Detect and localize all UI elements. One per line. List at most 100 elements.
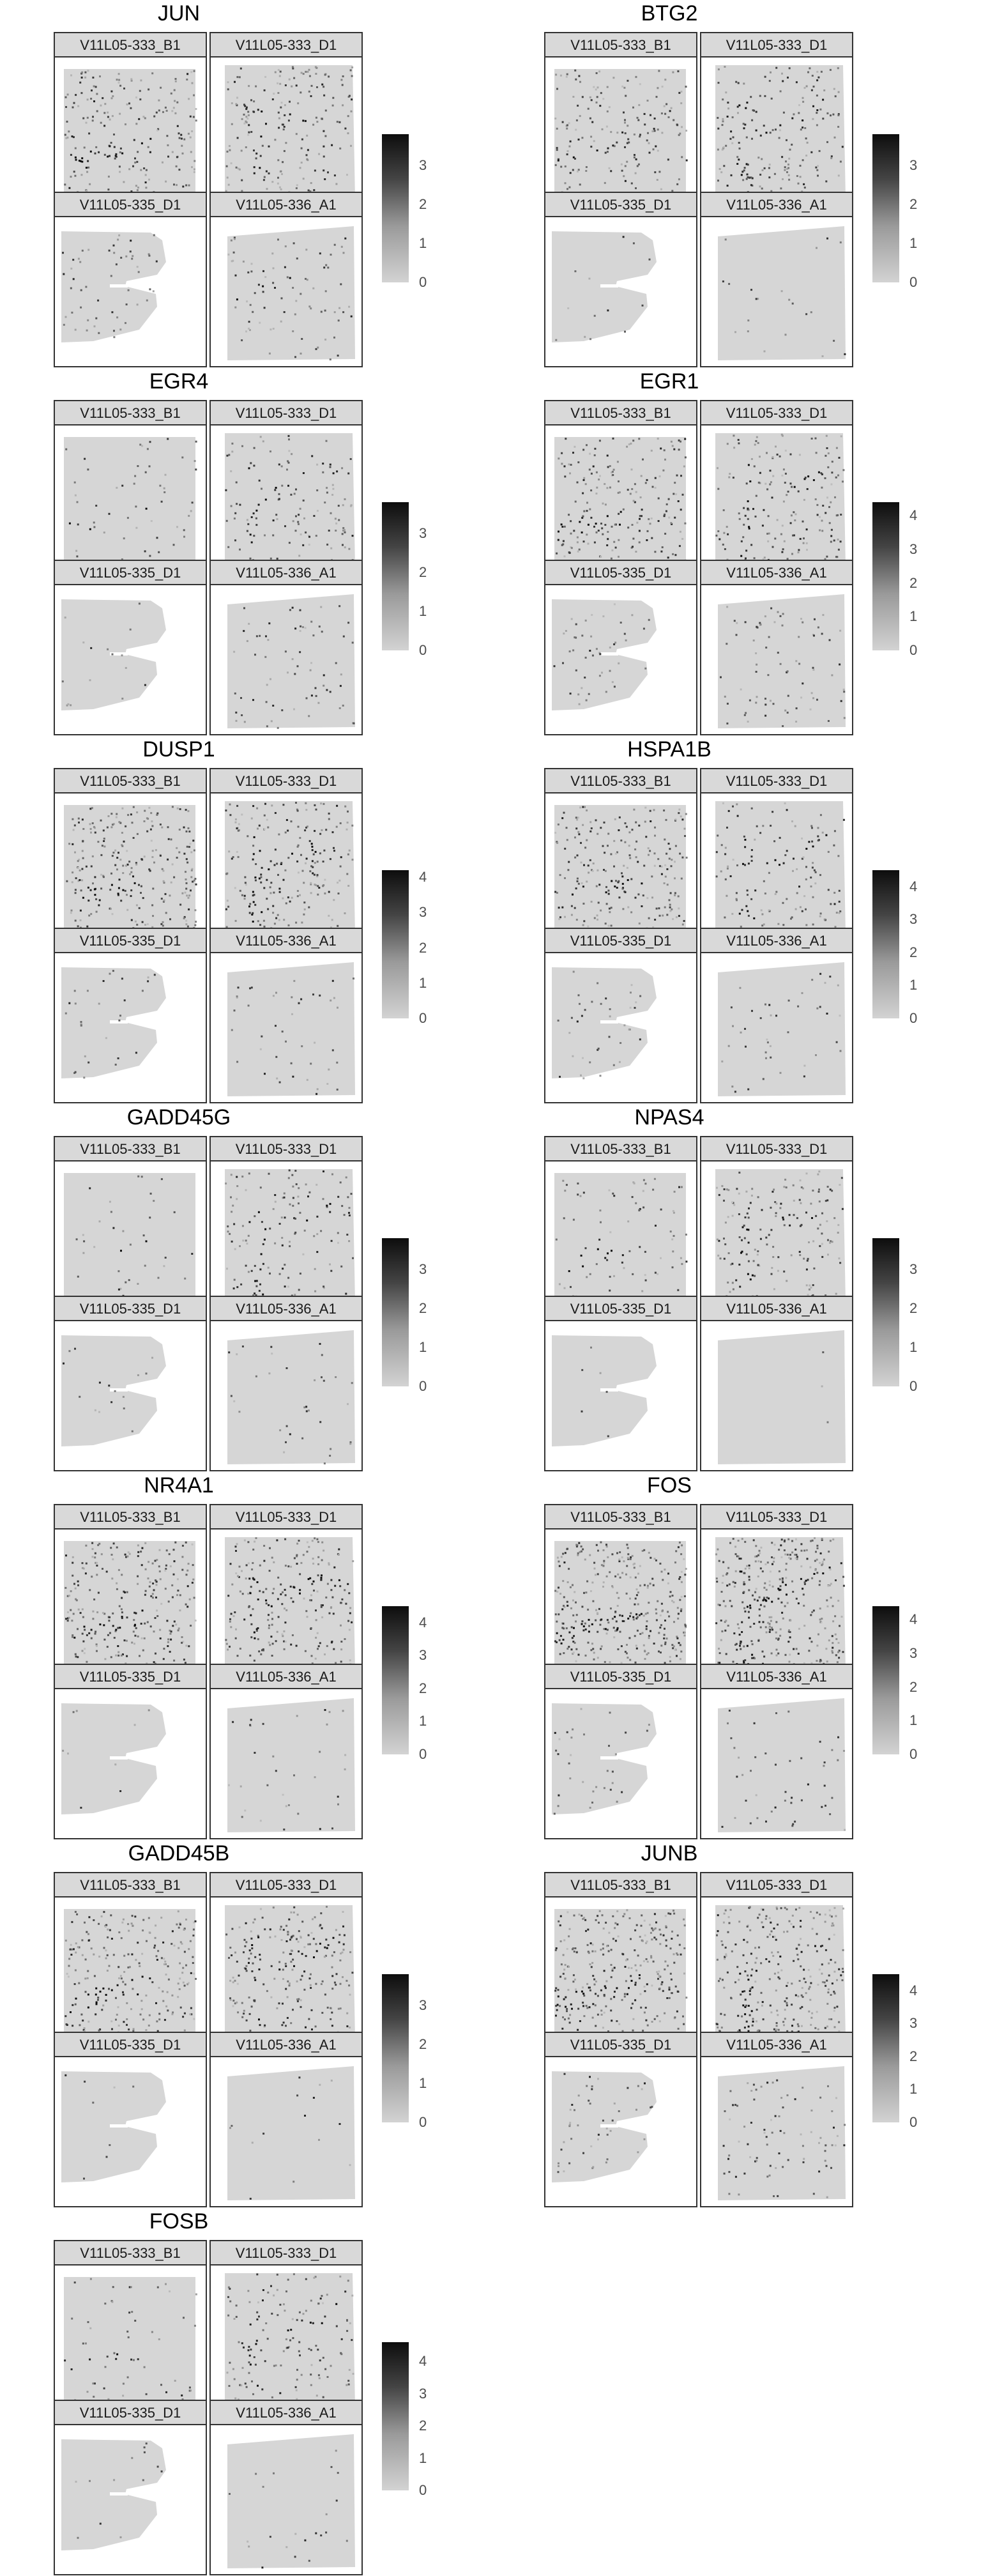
expression-spot (599, 475, 601, 477)
colorbar-label: 1 (419, 974, 427, 991)
expression-spot (757, 1575, 759, 1577)
expression-spot (772, 475, 775, 477)
expression-spot (747, 464, 750, 466)
expression-spot (125, 667, 127, 669)
expression-spot (353, 722, 355, 724)
expression-spot (174, 80, 177, 82)
expression-spot (262, 919, 265, 922)
expression-spot (767, 515, 770, 518)
expression-spot (273, 864, 276, 866)
expression-spot (820, 1621, 823, 1623)
expression-spot (782, 725, 784, 727)
expression-spot (583, 1733, 585, 1736)
expression-spot (65, 1012, 67, 1015)
expression-spot (84, 71, 87, 73)
expression-spot (715, 851, 718, 854)
expression-spot (174, 1541, 177, 1544)
expression-spot (777, 1256, 780, 1259)
expression-spot (632, 242, 635, 245)
expression-spot (176, 857, 178, 859)
expression-spot (149, 555, 151, 557)
expression-spot (350, 144, 352, 147)
expression-spot (178, 829, 181, 831)
expression-spot (252, 845, 255, 847)
expression-spot (784, 169, 786, 171)
expression-spot (680, 1257, 682, 1259)
expression-spot (107, 116, 109, 118)
expression-spot (330, 926, 332, 929)
expression-spot (125, 1556, 127, 1558)
expression-spot (749, 1625, 752, 1628)
expression-spot (796, 1217, 798, 1220)
sample-facet: V11L05-333_D1 (209, 768, 363, 944)
expression-spot (748, 1579, 750, 1581)
expression-spot (784, 802, 786, 804)
expression-spot (678, 178, 680, 181)
expression-spot (800, 1757, 803, 1759)
expression-spot (678, 439, 680, 441)
expression-spot (340, 79, 343, 81)
expression-spot (817, 1173, 819, 1176)
expression-spot (74, 328, 77, 331)
expression-spot (766, 862, 768, 864)
expression-spot (790, 514, 793, 517)
spatial-plot (55, 793, 206, 942)
expression-spot (72, 1574, 74, 1577)
expression-spot (301, 870, 304, 872)
expression-spot (643, 112, 646, 115)
expression-spot (317, 702, 320, 704)
expression-spot (834, 1615, 837, 1618)
expression-spot (590, 146, 593, 148)
expression-spot (121, 844, 123, 847)
expression-spot (779, 615, 782, 617)
expression-spot (310, 1594, 312, 1597)
expression-spot (155, 1579, 157, 1582)
expression-spot (720, 1620, 722, 1621)
expression-spot (683, 920, 685, 922)
expression-spot (287, 1804, 290, 1806)
expression-spot (717, 82, 720, 84)
expression-spot (567, 1604, 569, 1607)
expression-spot (759, 624, 762, 625)
expression-spot (285, 142, 287, 144)
expression-spot (770, 1616, 773, 1618)
expression-spot (780, 1544, 782, 1547)
expression-spot (568, 861, 570, 863)
expression-spot (554, 118, 557, 119)
expression-spot (627, 1547, 629, 1549)
expression-spot (572, 1728, 574, 1731)
expression-spot (86, 98, 89, 101)
expression-spot (266, 684, 268, 686)
expression-spot (593, 1561, 596, 1564)
expression-spot (723, 1199, 725, 1202)
expression-spot (746, 173, 749, 176)
expression-spot (718, 1193, 720, 1196)
expression-spot (282, 1793, 284, 1796)
expression-spot (68, 1616, 70, 1619)
expression-spot (680, 90, 683, 93)
expression-spot (805, 1284, 808, 1287)
expression-spot (680, 509, 682, 511)
expression-spot (254, 1292, 256, 1295)
expression-spot (247, 271, 250, 273)
expression-spot (585, 699, 588, 702)
expression-spot (826, 1186, 829, 1188)
expression-spot (815, 1551, 817, 1553)
expression-spot (322, 861, 324, 862)
expression-spot (741, 1774, 744, 1776)
expression-spot (162, 870, 165, 872)
expression-spot (715, 875, 718, 878)
expression-spot (637, 119, 640, 121)
expression-spot (350, 315, 353, 318)
expression-spot (678, 1186, 680, 1188)
expression-spot (678, 812, 680, 815)
expression-spot (293, 979, 296, 982)
gene-title: DUSP1 (142, 737, 215, 762)
expression-spot (292, 67, 294, 70)
expression-spot (670, 522, 673, 525)
expression-spot (803, 1604, 805, 1607)
expression-spot (840, 1177, 843, 1179)
expression-spot (244, 876, 247, 878)
expression-spot (249, 533, 252, 536)
expression-spot (828, 506, 830, 509)
